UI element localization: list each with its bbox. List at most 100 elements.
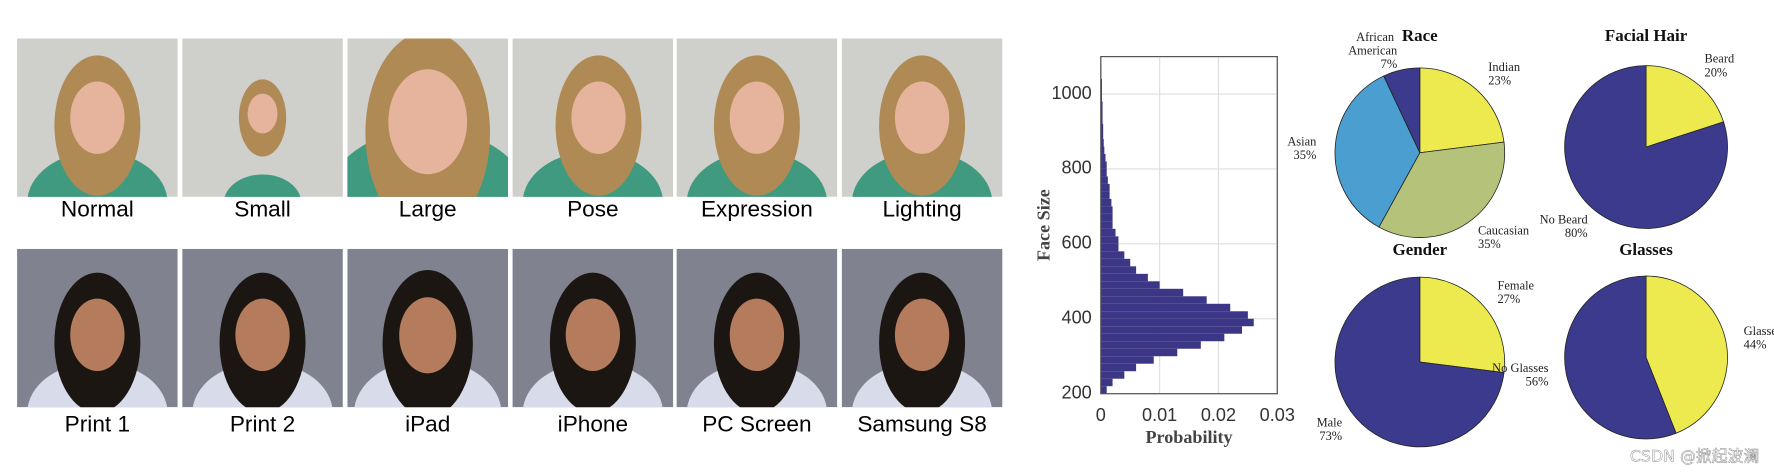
photo-caption: Print 1 bbox=[65, 411, 130, 436]
histogram-bar bbox=[1100, 386, 1107, 394]
histogram-bar bbox=[1100, 138, 1104, 147]
histogram-bar bbox=[1100, 191, 1110, 199]
histogram-bar bbox=[1100, 326, 1242, 334]
y-axis-label: Face Size bbox=[1034, 189, 1054, 261]
photo-caption: iPhone bbox=[558, 411, 628, 436]
photo-caption: Print 2 bbox=[230, 411, 295, 436]
histogram-bar bbox=[1100, 266, 1137, 274]
histogram-bar bbox=[1100, 341, 1201, 349]
pie-value-label: 56% bbox=[1526, 375, 1549, 389]
pie-value-label: 35% bbox=[1478, 237, 1501, 251]
pie-value-label: 23% bbox=[1488, 74, 1511, 88]
photo-caption: Small bbox=[234, 196, 291, 221]
photo bbox=[347, 38, 509, 197]
photo-caption: Pose bbox=[567, 196, 619, 221]
histogram-bar bbox=[1100, 176, 1108, 184]
photo bbox=[841, 38, 1003, 197]
photo bbox=[512, 248, 674, 408]
histogram-bar bbox=[1100, 273, 1148, 282]
histogram-bar bbox=[1100, 243, 1119, 252]
pie-title: Gender bbox=[1393, 240, 1448, 259]
histogram-bar bbox=[1100, 378, 1113, 387]
histogram-bar bbox=[1100, 311, 1248, 319]
pie-title: Facial Hair bbox=[1605, 26, 1688, 45]
x-tick-label: 0.02 bbox=[1201, 405, 1236, 425]
y-tick-label: 600 bbox=[1062, 233, 1092, 253]
y-tick-label: 200 bbox=[1062, 382, 1092, 402]
histogram-bar bbox=[1100, 109, 1103, 117]
y-tick-label: 1000 bbox=[1051, 83, 1091, 103]
pie-label: Female bbox=[1497, 279, 1534, 293]
photo bbox=[676, 38, 838, 197]
histogram-bar bbox=[1100, 221, 1113, 229]
pie-label: Asian bbox=[1287, 135, 1317, 149]
pie-value-label: 35% bbox=[1294, 148, 1317, 162]
pie-slice bbox=[1419, 276, 1506, 374]
pie-value-label: 73% bbox=[1319, 429, 1342, 443]
pie-title: Glasses bbox=[1619, 240, 1673, 259]
pie-slice bbox=[1383, 67, 1421, 153]
pie-label: Indian bbox=[1488, 60, 1521, 74]
histogram-bar bbox=[1100, 356, 1154, 364]
x-tick-label: 0 bbox=[1096, 405, 1106, 425]
histogram-bar bbox=[1100, 228, 1116, 237]
histogram-bar bbox=[1100, 79, 1102, 87]
y-tick-label: 400 bbox=[1062, 308, 1092, 328]
pie-label: Male bbox=[1317, 416, 1343, 430]
pie-slice bbox=[1378, 141, 1506, 238]
pie-slice bbox=[1334, 75, 1421, 228]
plot-frame bbox=[1100, 55, 1278, 395]
pie-slice bbox=[1419, 67, 1505, 154]
photo-face bbox=[70, 298, 125, 372]
histogram-bar bbox=[1100, 318, 1254, 327]
pie-slice bbox=[1645, 65, 1725, 148]
pie-value-label: 80% bbox=[1565, 226, 1588, 240]
histogram-bar bbox=[1100, 131, 1104, 139]
pie-label: Caucasian bbox=[1478, 223, 1530, 237]
x-axis-label: Probability bbox=[1145, 427, 1232, 447]
histogram-bar bbox=[1100, 371, 1125, 379]
pie-label: African American bbox=[1348, 30, 1398, 58]
photo-caption: Samsung S8 bbox=[857, 411, 986, 436]
photo bbox=[347, 248, 509, 408]
photo-caption: Normal bbox=[61, 196, 134, 221]
photo-face bbox=[894, 81, 950, 154]
histogram-bar bbox=[1100, 258, 1131, 267]
histogram-bar bbox=[1100, 333, 1225, 342]
histogram-bar bbox=[1100, 101, 1103, 110]
pie-slice bbox=[1564, 275, 1677, 440]
histogram-bar bbox=[1100, 348, 1178, 357]
histogram-bar bbox=[1100, 363, 1137, 372]
histogram-bar bbox=[1100, 161, 1107, 169]
histogram-bar bbox=[1100, 123, 1104, 132]
pie-value-label: 44% bbox=[1744, 338, 1767, 352]
photo-face bbox=[399, 297, 457, 374]
x-tick-label: 0.03 bbox=[1260, 405, 1295, 425]
histogram-bar bbox=[1100, 168, 1107, 177]
photo-caption: Large bbox=[399, 196, 457, 221]
histogram-bar bbox=[1100, 94, 1102, 102]
photo bbox=[182, 248, 343, 408]
pie-slice bbox=[1645, 275, 1728, 434]
histogram-bar bbox=[1100, 206, 1113, 214]
photo-face bbox=[70, 81, 125, 154]
x-tick-label: 0.01 bbox=[1142, 405, 1177, 425]
watermark: CSDN @掀起波澜 bbox=[1630, 447, 1759, 466]
y-tick-label: 800 bbox=[1062, 158, 1092, 178]
pie-label: No Beard bbox=[1540, 213, 1589, 227]
histogram-bar bbox=[1100, 198, 1112, 207]
pie-value-label: 7% bbox=[1381, 57, 1398, 71]
histogram-bar bbox=[1100, 183, 1110, 192]
photo-caption: PC Screen bbox=[702, 411, 811, 436]
photo bbox=[17, 38, 178, 197]
photo-face bbox=[235, 298, 290, 372]
photo bbox=[182, 38, 343, 197]
photo-shirt bbox=[224, 174, 301, 197]
pie-value-label: 27% bbox=[1497, 292, 1520, 306]
histogram-bar bbox=[1100, 236, 1119, 244]
photo-caption: iPad bbox=[405, 411, 450, 436]
histogram-bar bbox=[1100, 153, 1106, 162]
pie-slice bbox=[1334, 276, 1505, 448]
histogram-bar bbox=[1100, 296, 1207, 304]
